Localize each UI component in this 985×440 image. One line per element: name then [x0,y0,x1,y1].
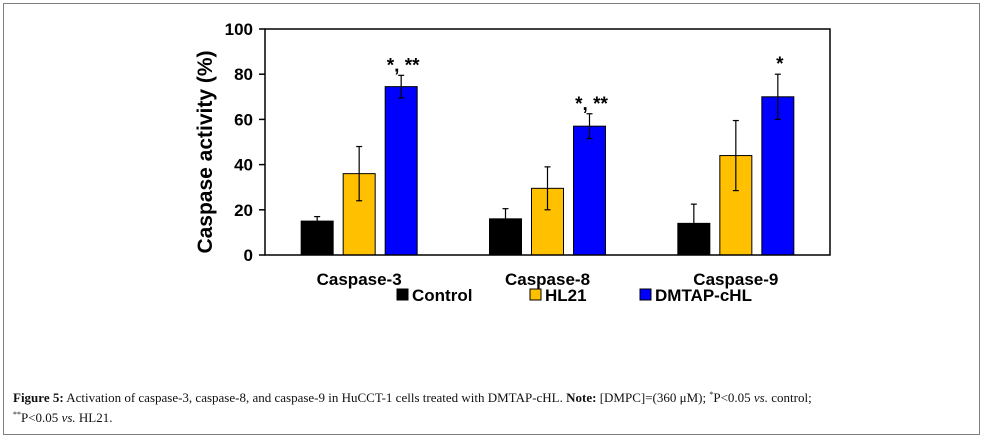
legend: Control HL21 DMTAP-cHL [396,286,752,305]
plot-area-border [264,28,831,256]
figure-frame [3,3,980,435]
bar-dmtap-chl-caspase-8 [573,125,606,256]
error-bars-layer [314,73,781,244]
category-label-caspase-9: Caspase-9 [693,270,778,289]
caption-text: Activation of caspase-3, caspase-8, and … [63,390,563,405]
caption-vs2: vs. [61,410,76,425]
y-ticks-layer: 0 20 40 60 80 100 [225,20,265,265]
caption-sig2-text: P<0.05 [21,410,62,425]
caption-sig2-tail: HL21. [75,410,113,425]
y-tick-label: 80 [234,65,253,84]
caption-sig1-text: P<0.05 [713,390,754,405]
y-tick-label: 60 [234,110,253,129]
legend-swatch-dmtap-chl [639,288,652,301]
caption-sig1-mark: * [709,390,714,399]
legend-label-control: Control [412,286,472,305]
bar-dmtap-chl-caspase-9 [761,96,795,256]
axes-layer [264,28,831,256]
legend-label-dmtap-chl: DMTAP-cHL [655,286,752,305]
y-axis-label: Caspase activity (%) [194,50,217,253]
category-labels-layer: Caspase-3 Caspase-8 Caspase-9 [317,270,779,289]
legend-label-hl21: HL21 [545,286,587,305]
significance-layer: *, ** *, ** * [387,54,784,115]
significance-marker: *, ** [575,94,608,115]
category-label-caspase-3: Caspase-3 [317,270,402,289]
caption-label: Figure 5: [13,390,64,405]
caption-note-label: Note: [566,390,597,405]
y-tick-label: 100 [225,20,253,39]
caption-sig2-mark: ** [13,410,21,419]
category-label-caspase-8: Caspase-8 [505,270,590,289]
figure-caption: Figure 5: Activation of caspase-3, caspa… [13,388,973,428]
legend-swatch-control [396,288,409,301]
y-tick-label: 20 [234,201,253,220]
caption-sig1-tail: control; [768,390,812,405]
bar-dmtap-chl-caspase-3 [384,86,418,256]
significance-marker: *, ** [387,55,420,76]
caption-vs1: vs. [753,390,768,405]
y-tick-label: 40 [234,156,253,175]
caspase-bar-chart: 0 20 40 60 80 100 Caspase-3 Caspase-8 Caspase-9… [194,20,831,305]
legend-swatch-hl21 [529,288,542,301]
caption-note-text: [DMPC]=(360 μM); [596,390,710,405]
significance-marker: * [776,54,784,75]
y-tick-label: 0 [244,246,253,265]
